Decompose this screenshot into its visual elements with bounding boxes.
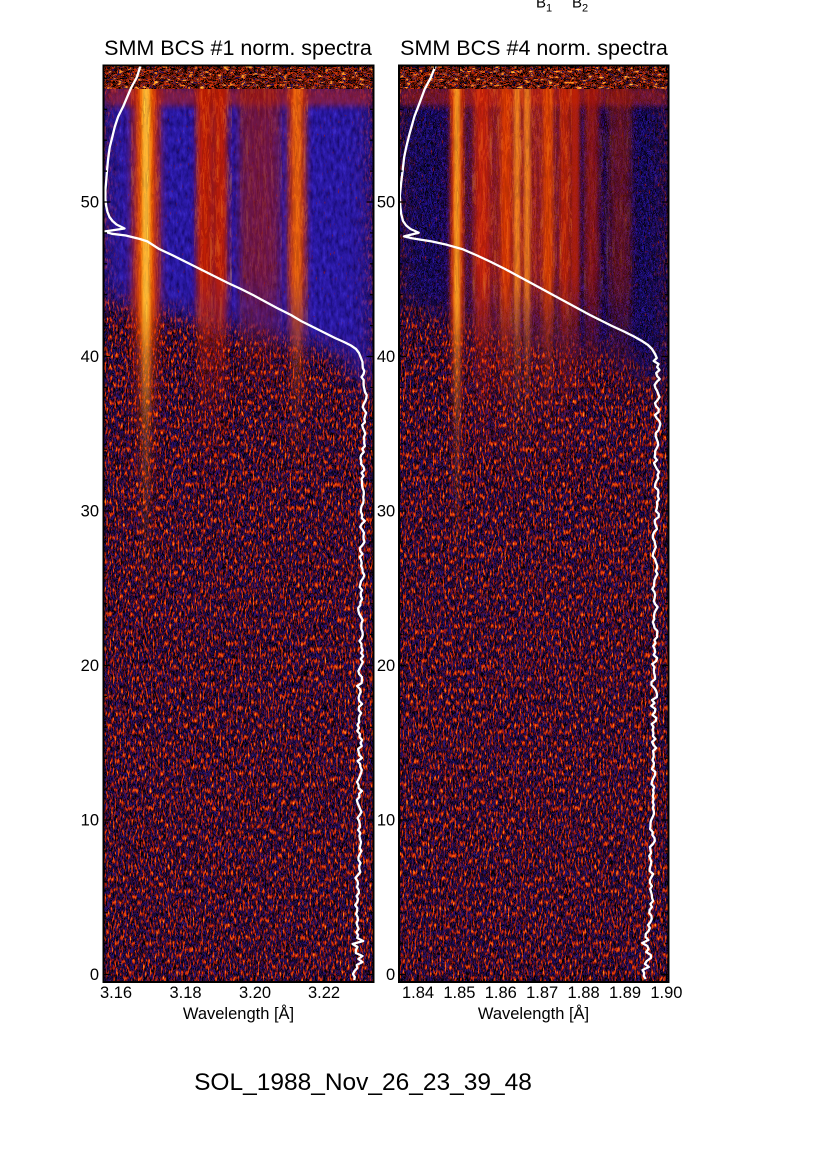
- svg-text:10: 10: [81, 812, 99, 830]
- svg-text:Wavelength [Å]: Wavelength [Å]: [478, 1004, 589, 1023]
- svg-text:30: 30: [81, 503, 99, 521]
- svg-text:1: 1: [546, 3, 552, 15]
- svg-text:3.20: 3.20: [239, 984, 271, 1002]
- svg-text:1.89: 1.89: [609, 984, 641, 1002]
- svg-text:50: 50: [81, 194, 99, 212]
- svg-text:B: B: [572, 0, 582, 12]
- svg-text:1.85: 1.85: [443, 984, 475, 1002]
- svg-text:30: 30: [377, 503, 395, 521]
- svg-text:0: 0: [386, 966, 395, 984]
- svg-text:20: 20: [377, 657, 395, 675]
- svg-text:50: 50: [377, 194, 395, 212]
- svg-text:40: 40: [81, 348, 99, 366]
- svg-text:3.18: 3.18: [169, 984, 201, 1002]
- svg-text:0: 0: [90, 966, 99, 984]
- svg-text:2: 2: [582, 3, 588, 15]
- svg-text:1.88: 1.88: [568, 984, 600, 1002]
- svg-text:SMM BCS #1 norm. spectra: SMM BCS #1 norm. spectra: [104, 36, 372, 60]
- svg-text:Wavelength [Å]: Wavelength [Å]: [183, 1004, 294, 1023]
- svg-text:1.86: 1.86: [485, 984, 517, 1002]
- svg-text:SOL_1988_Nov_26_23_39_48: SOL_1988_Nov_26_23_39_48: [194, 1069, 532, 1096]
- svg-text:3.22: 3.22: [308, 984, 340, 1002]
- svg-text:3.16: 3.16: [100, 984, 132, 1002]
- svg-text:B: B: [536, 0, 546, 12]
- svg-text:1.87: 1.87: [526, 984, 558, 1002]
- svg-text:20: 20: [81, 657, 99, 675]
- svg-text:10: 10: [377, 812, 395, 830]
- svg-text:40: 40: [377, 348, 395, 366]
- svg-text:1.84: 1.84: [402, 984, 434, 1002]
- svg-text:1.90: 1.90: [650, 984, 682, 1002]
- svg-text:SMM BCS #4 norm. spectra: SMM BCS #4 norm. spectra: [400, 36, 668, 60]
